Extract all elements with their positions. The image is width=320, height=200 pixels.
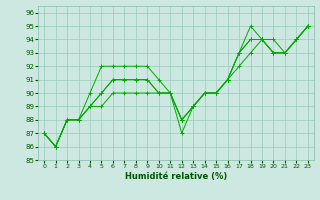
X-axis label: Humidité relative (%): Humidité relative (%)	[125, 172, 227, 181]
